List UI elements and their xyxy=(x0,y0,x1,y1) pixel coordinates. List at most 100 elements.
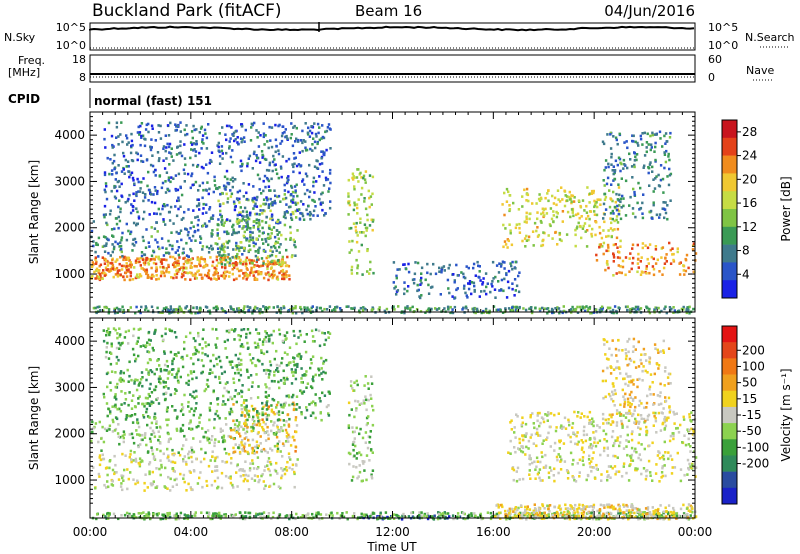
range-gate-cell xyxy=(575,434,578,438)
range-gate-cell xyxy=(299,164,303,167)
range-gate-cell xyxy=(299,305,302,309)
range-gate-cell xyxy=(672,258,675,262)
range-gate-cell xyxy=(120,182,123,186)
range-gate-cell xyxy=(676,247,679,250)
range-gate-cell xyxy=(584,230,587,233)
range-gate-cell xyxy=(236,217,239,221)
range-gate-cell xyxy=(274,168,278,171)
range-gate-cell xyxy=(147,330,151,334)
range-gate-cell xyxy=(478,270,481,273)
range-gate-cell xyxy=(300,307,303,311)
range-gate-cell xyxy=(232,437,236,441)
range-gate-cell xyxy=(234,443,237,446)
range-gate-cell xyxy=(223,258,226,261)
range-gate-cell xyxy=(348,240,351,243)
range-gate-cell xyxy=(314,328,318,332)
range-gate-cell xyxy=(137,354,140,358)
range-gate-cell xyxy=(246,418,249,422)
range-gate-cell xyxy=(133,266,136,269)
range-gate-cell xyxy=(321,170,324,173)
range-gate-cell xyxy=(119,380,123,383)
range-gate-cell xyxy=(345,305,348,308)
range-gate-cell xyxy=(501,311,505,314)
range-gate-cell xyxy=(467,266,470,270)
range-gate-cell xyxy=(670,307,673,311)
range-gate-cell xyxy=(248,415,251,419)
range-gate-cell xyxy=(211,450,214,453)
range-gate-cell xyxy=(219,359,222,363)
range-gate-cell xyxy=(138,457,142,460)
range-gate-cell xyxy=(276,472,279,475)
range-gate-cell xyxy=(238,274,241,278)
range-gate-cell xyxy=(262,405,265,409)
range-gate-cell xyxy=(184,266,187,270)
range-gate-cell xyxy=(202,207,205,210)
range-gate-cell xyxy=(266,260,270,263)
range-gate-cell xyxy=(156,397,159,400)
range-gate-cell xyxy=(185,354,189,357)
range-gate-cell xyxy=(103,395,106,399)
range-gate-cell xyxy=(356,234,359,237)
range-gate-cell xyxy=(267,376,271,379)
range-gate-cell xyxy=(130,458,133,461)
range-gate-cell xyxy=(263,174,267,178)
range-gate-cell xyxy=(175,128,178,132)
range-gate-cell xyxy=(131,242,134,246)
range-gate-cell xyxy=(239,258,242,262)
range-gate-cell xyxy=(135,207,138,210)
range-gate-cell xyxy=(272,398,276,402)
range-gate-cell xyxy=(568,198,572,201)
range-gate-cell xyxy=(673,309,676,312)
range-gate-cell xyxy=(664,474,667,478)
range-gate-cell xyxy=(638,433,641,436)
range-gate-cell xyxy=(238,225,241,228)
range-gate-cell xyxy=(280,139,284,143)
range-gate-cell xyxy=(314,403,317,407)
range-gate-cell xyxy=(217,141,220,145)
range-gate-cell xyxy=(178,453,182,457)
range-gate-cell xyxy=(568,190,571,194)
range-gate-cell xyxy=(364,181,367,184)
range-gate-cell xyxy=(236,392,240,396)
range-gate-cell xyxy=(640,256,643,259)
range-gate-cell xyxy=(110,189,113,193)
range-gate-cell xyxy=(210,151,214,154)
range-gate-cell xyxy=(189,393,192,396)
range-gate-cell xyxy=(161,311,164,314)
range-gate-cell xyxy=(249,462,252,465)
range-gate-cell xyxy=(209,359,212,363)
range-gate-cell xyxy=(263,143,266,146)
range-gate-cell xyxy=(329,147,332,150)
range-gate-cell xyxy=(232,231,235,234)
range-gate-cell xyxy=(128,455,131,459)
range-gate-cell xyxy=(155,274,158,277)
nsearch-label: N.Search xyxy=(745,31,795,44)
range-gate-cell xyxy=(592,431,595,434)
range-gate-cell xyxy=(246,341,249,345)
range-gate-cell xyxy=(167,475,170,479)
range-gate-cell xyxy=(236,262,239,265)
range-gate-cell xyxy=(293,243,296,247)
range-gate-cell xyxy=(685,311,688,315)
range-gate-cell xyxy=(253,204,256,208)
range-gate-cell xyxy=(296,201,300,205)
range-gate-cell xyxy=(284,272,287,276)
range-gate-cell xyxy=(218,204,222,208)
range-gate-cell xyxy=(281,411,284,414)
range-gate-cell xyxy=(270,273,274,277)
range-gate-cell xyxy=(152,249,155,253)
range-gate-cell xyxy=(462,272,465,276)
range-gate-cell xyxy=(244,422,247,425)
range-gate-cell xyxy=(691,248,695,251)
range-gate-cell xyxy=(555,203,558,207)
range-gate-cell xyxy=(536,472,540,476)
range-gate-cell xyxy=(270,245,273,249)
range-gate-cell xyxy=(98,456,101,459)
range-gate-cell xyxy=(218,186,221,189)
range-gate-cell xyxy=(113,227,116,231)
range-gate-cell xyxy=(557,198,560,201)
range-gate-cell xyxy=(571,305,574,309)
range-gate-cell xyxy=(363,200,366,203)
range-gate-cell xyxy=(553,479,556,483)
range-gate-cell xyxy=(103,171,107,174)
